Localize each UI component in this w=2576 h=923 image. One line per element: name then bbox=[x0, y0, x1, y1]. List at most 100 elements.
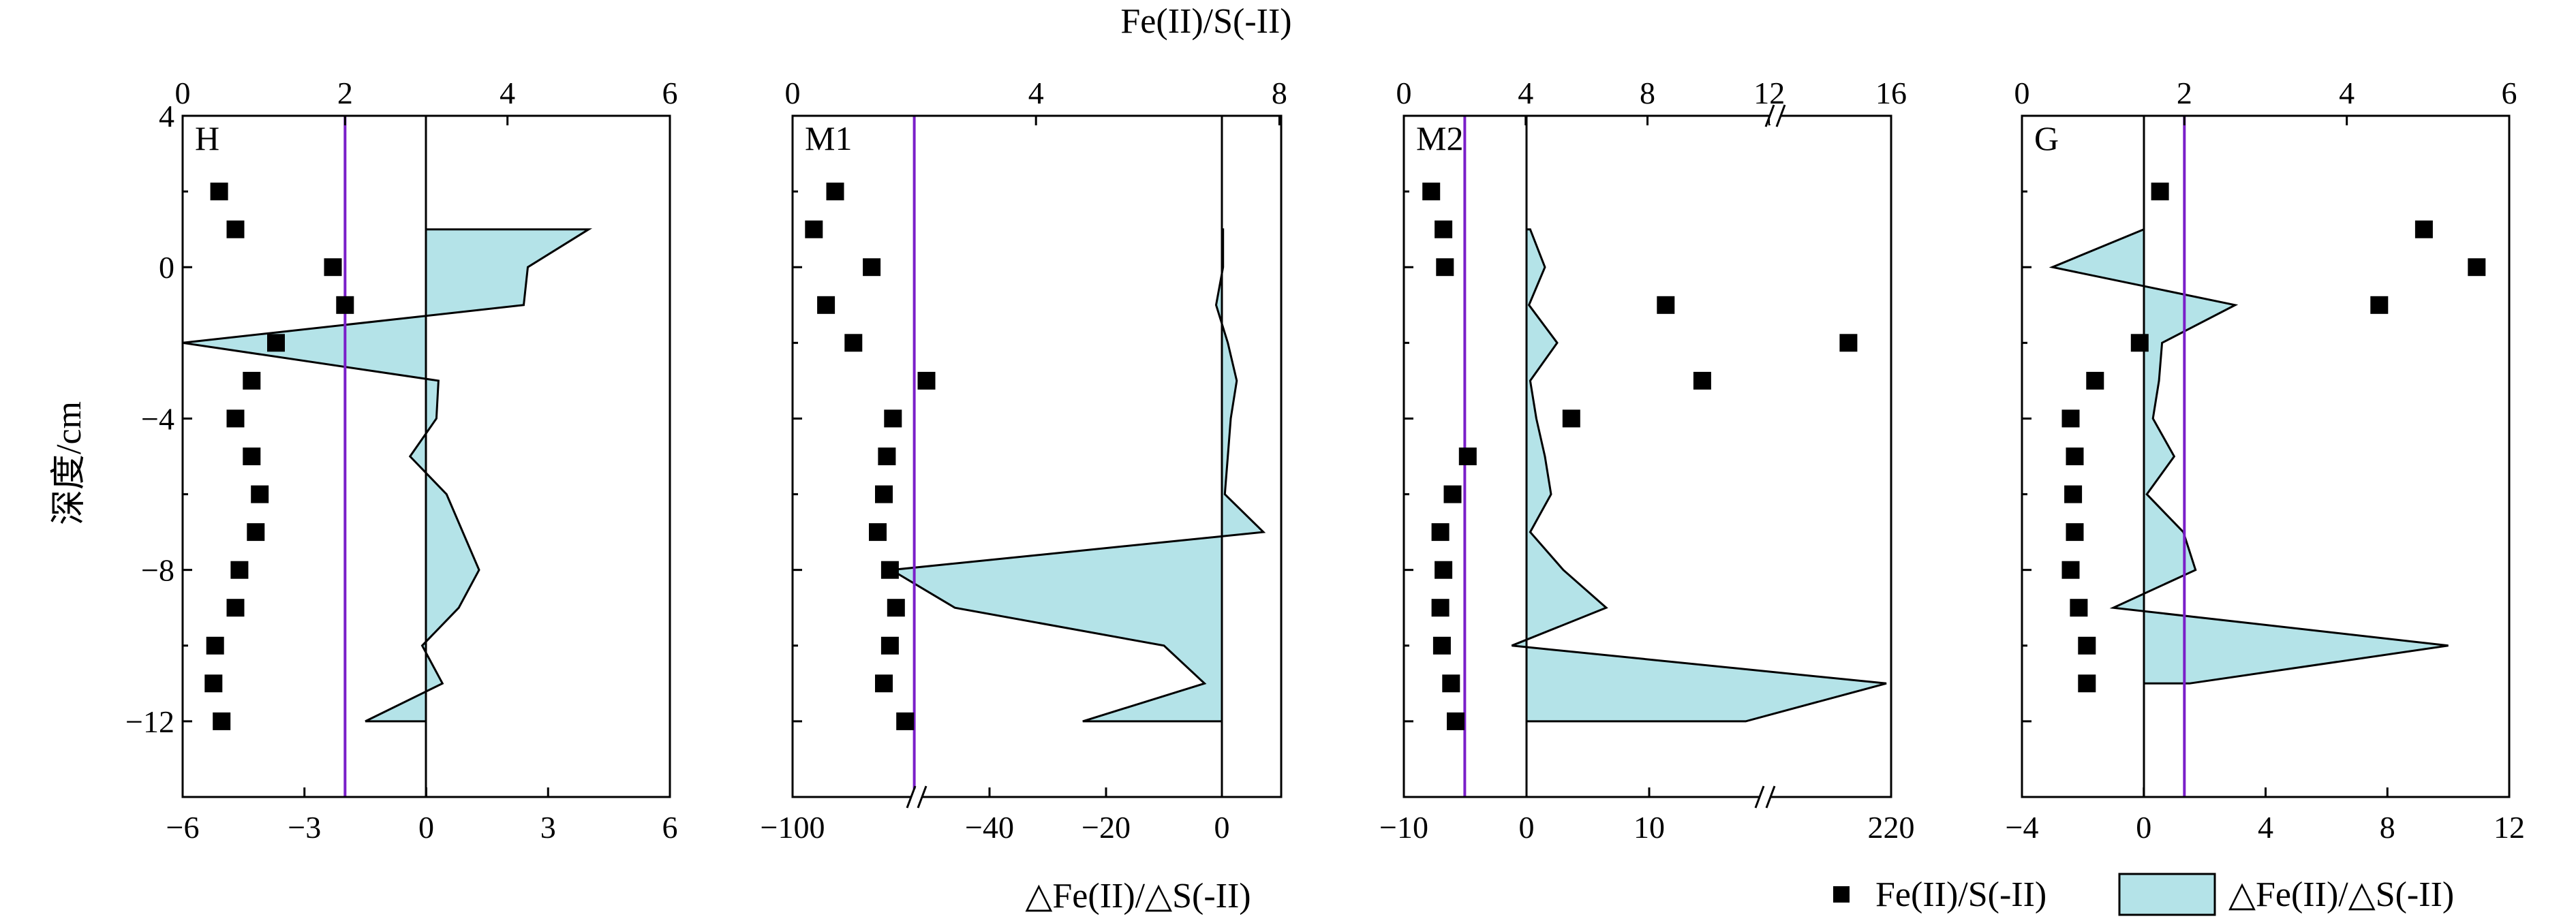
panel-g: G0 2 4 6−4 0 4 8 12 bbox=[2006, 76, 2525, 845]
data-point-g-11 bbox=[2070, 599, 2088, 617]
panel-m2: M20 4 8 12 16−10 0 10 220 bbox=[1379, 76, 1914, 845]
bottom-tick-label-g-4: 4 bbox=[2258, 810, 2273, 845]
data-point-h-3 bbox=[336, 296, 354, 314]
delta-ratio-area-h bbox=[182, 228, 593, 723]
top-tick-label-g-6: 6 bbox=[2502, 76, 2517, 110]
legend-point-marker bbox=[1833, 886, 1850, 903]
panel-m1: M10 4 8−100 −40 −20 0 bbox=[761, 76, 1287, 845]
data-point-h-12 bbox=[206, 636, 224, 655]
top-tick-label-m2-8: 8 bbox=[1640, 76, 1655, 110]
bottom-tick-label-g-12: 12 bbox=[2494, 810, 2525, 845]
data-point-h-6 bbox=[226, 409, 245, 428]
bottom-tick-label-m1--20: −20 bbox=[1082, 810, 1131, 845]
bottom-tick-label-m2-10: 10 bbox=[1634, 810, 1665, 845]
top-tick-label-h-6: 6 bbox=[662, 76, 678, 110]
data-point-m2-14 bbox=[1447, 712, 1465, 730]
bottom-tick-label-g--4: −4 bbox=[2006, 810, 2039, 845]
axis-break-m2-0 bbox=[1754, 785, 1776, 809]
top-tick-label-m2-16: 16 bbox=[1875, 76, 1907, 110]
data-point-g-6 bbox=[2061, 409, 2080, 428]
data-point-m1-1 bbox=[805, 220, 823, 238]
data-point-g-1 bbox=[2414, 220, 2433, 238]
data-point-m2-6 bbox=[1562, 409, 1580, 428]
data-point-h-5 bbox=[243, 371, 261, 390]
data-point-g-9 bbox=[2066, 523, 2084, 542]
data-point-m2-5 bbox=[1693, 371, 1711, 390]
bottom-tick-label-m1--40: −40 bbox=[965, 810, 1014, 845]
data-point-m1-2 bbox=[863, 258, 881, 277]
data-point-h-2 bbox=[324, 258, 342, 277]
bottom-tick-label-m2-220: 220 bbox=[1868, 810, 1915, 845]
data-point-g-10 bbox=[2061, 561, 2080, 579]
data-point-h-8 bbox=[251, 485, 269, 503]
bottom-tick-label-g-0: 0 bbox=[2136, 810, 2151, 845]
data-point-m1-7 bbox=[878, 448, 896, 465]
panel-label-g: G bbox=[2034, 119, 2059, 157]
top-tick-label-m1-0: 0 bbox=[785, 76, 801, 110]
bottom-tick-label-m1--100: −100 bbox=[761, 810, 825, 845]
data-point-m2-7 bbox=[1458, 448, 1477, 465]
top-tick-label-g-4: 4 bbox=[2339, 76, 2355, 110]
bottom-tick-label-h-0: 0 bbox=[418, 810, 434, 845]
data-point-m1-14 bbox=[896, 712, 915, 730]
data-point-h-13 bbox=[204, 674, 223, 693]
plot-frame-g bbox=[2021, 114, 2511, 798]
data-point-m1-9 bbox=[869, 523, 887, 542]
data-point-m1-10 bbox=[880, 561, 899, 579]
bottom-tick-label-m2-0: 0 bbox=[1519, 810, 1535, 845]
legend-area-label: △Fe(II)/△S(-II) bbox=[2228, 875, 2454, 914]
bottom-tick-label-m2--10: −10 bbox=[1379, 810, 1428, 845]
data-point-m2-12 bbox=[1432, 636, 1451, 655]
panel-label-h: H bbox=[195, 119, 219, 157]
data-point-m1-13 bbox=[875, 674, 893, 693]
data-point-m2-8 bbox=[1443, 485, 1462, 503]
panel-h: H40−4−8−120 2 4 6−6 −3 0 3 6 bbox=[125, 76, 677, 845]
data-point-g-2 bbox=[2468, 258, 2486, 277]
legend: Fe(II)/S(-II) △Fe(II)/△S(-II) bbox=[1833, 873, 2454, 916]
top-tick-label-m1-8: 8 bbox=[1272, 76, 1287, 110]
data-point-h-0 bbox=[210, 183, 228, 201]
legend-points-label: Fe(II)/S(-II) bbox=[1875, 875, 2046, 914]
data-point-h-11 bbox=[226, 599, 245, 617]
data-point-h-10 bbox=[230, 561, 249, 579]
data-point-g-8 bbox=[2064, 485, 2083, 503]
top-tick-label-h-4: 4 bbox=[500, 76, 515, 110]
data-point-m1-0 bbox=[826, 183, 844, 201]
panel-label-m2: M2 bbox=[1416, 119, 1463, 157]
data-point-m2-10 bbox=[1435, 561, 1453, 579]
data-point-m1-12 bbox=[880, 636, 899, 655]
data-point-g-7 bbox=[2066, 448, 2084, 465]
data-point-m1-5 bbox=[917, 371, 936, 390]
bottom-tick-label-h--3: −3 bbox=[288, 810, 321, 845]
data-point-m2-4 bbox=[1839, 334, 1858, 352]
y-tick-label--8: −8 bbox=[141, 553, 174, 588]
bottom-axis-title: △Fe(II)/△S(-II) bbox=[1025, 877, 1251, 916]
data-point-m2-3 bbox=[1657, 296, 1675, 314]
top-tick-label-m2-12: 12 bbox=[1753, 76, 1785, 110]
y-tick-label-4: 4 bbox=[159, 99, 174, 134]
y-tick-label-0: 0 bbox=[159, 250, 174, 285]
top-tick-label-m1-4: 4 bbox=[1028, 76, 1044, 110]
top-tick-label-m2-0: 0 bbox=[1396, 76, 1412, 110]
top-tick-label-g-0: 0 bbox=[2014, 76, 2030, 110]
delta-ratio-area-m1 bbox=[888, 228, 1266, 723]
data-point-m1-6 bbox=[884, 409, 902, 428]
data-point-g-12 bbox=[2078, 636, 2096, 655]
y-axis-title: 深度/cm bbox=[50, 401, 89, 525]
top-tick-label-h-0: 0 bbox=[175, 76, 191, 110]
legend-area-swatch bbox=[2118, 873, 2216, 916]
delta-ratio-area-g bbox=[2049, 228, 2449, 685]
data-point-g-13 bbox=[2078, 674, 2096, 693]
data-point-h-4 bbox=[267, 334, 285, 352]
data-point-h-1 bbox=[226, 220, 245, 238]
data-point-m1-4 bbox=[844, 334, 863, 352]
bottom-tick-label-h--6: −6 bbox=[166, 810, 200, 845]
top-tick-label-g-2: 2 bbox=[2177, 76, 2192, 110]
panel-label-m1: M1 bbox=[805, 119, 852, 157]
bottom-tick-label-g-8: 8 bbox=[2380, 810, 2395, 845]
top-axis-title: Fe(II)/S(-II) bbox=[1120, 2, 1291, 41]
data-point-h-14 bbox=[213, 712, 231, 730]
data-point-m1-3 bbox=[817, 296, 835, 314]
